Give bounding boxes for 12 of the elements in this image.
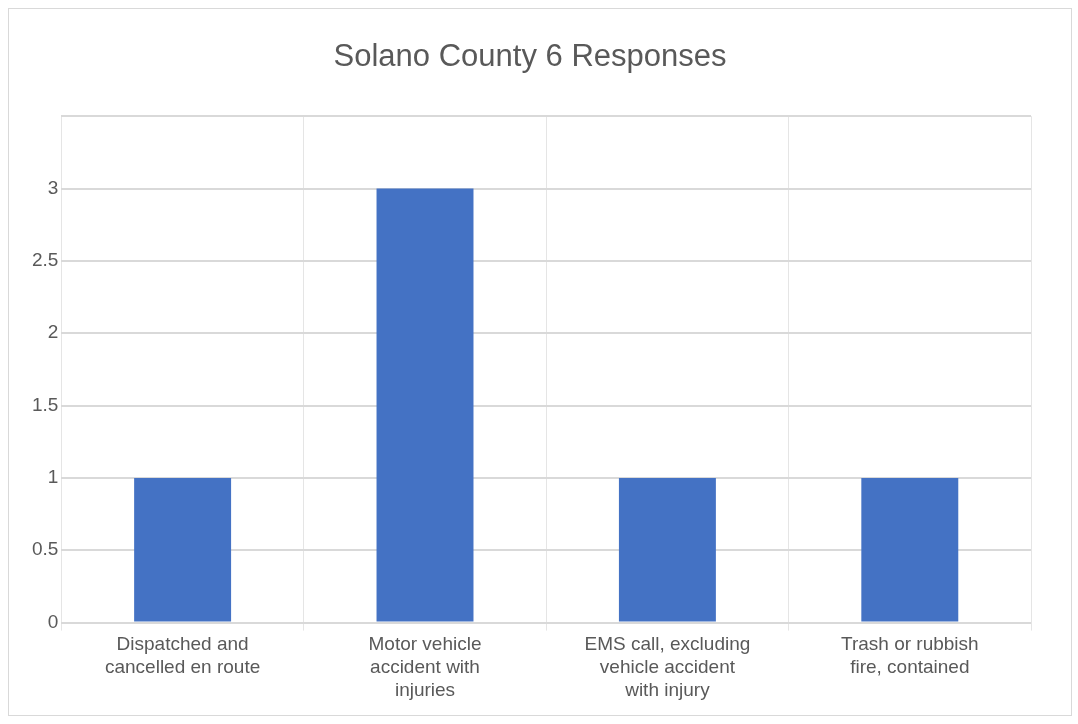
- y-tick-label: 2.5: [31, 249, 59, 271]
- y-tick-label: 1.5: [31, 393, 59, 415]
- y-tick-label: 2: [47, 321, 59, 343]
- y-tick-label: 0.5: [31, 538, 59, 560]
- x-tick-label: Motor vehicle accident with injuries: [368, 633, 482, 700]
- y-tick-label: 1: [47, 466, 59, 488]
- x-tick-label: Dispatched and cancelled en route: [104, 633, 261, 678]
- x-tick-label: EMS call, excluding vehicle accident with injury: [584, 633, 751, 700]
- chart-title: Solano County 6 Responses: [333, 38, 727, 74]
- y-tick-label: 0: [47, 610, 59, 632]
- y-tick-label: 3: [47, 176, 59, 198]
- x-tick-label: Trash or rubbish fire, contained: [840, 633, 979, 678]
